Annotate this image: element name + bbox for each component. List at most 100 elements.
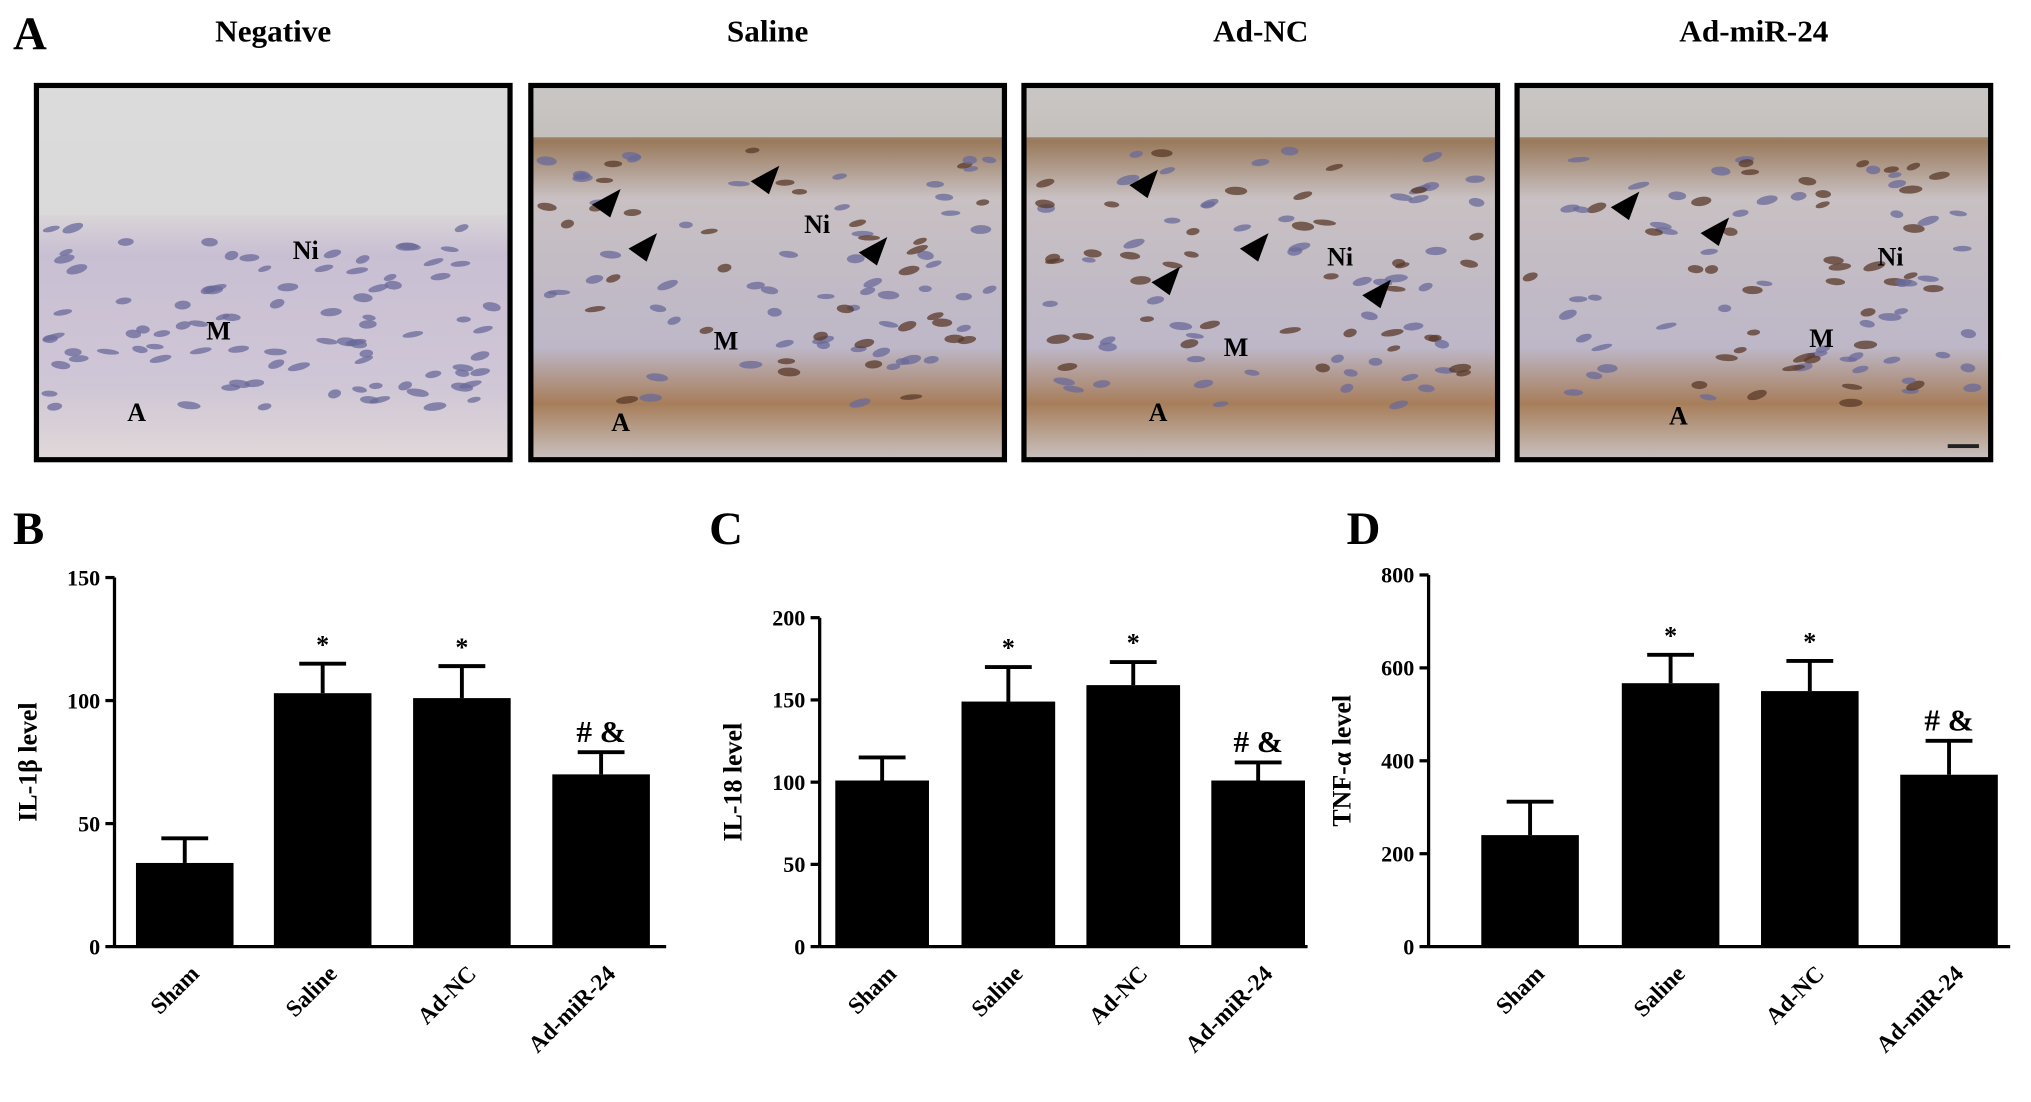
nucleus xyxy=(777,358,796,365)
layer-label: M xyxy=(1809,324,1834,353)
nucleus xyxy=(1575,333,1592,343)
panel-letter: D xyxy=(1347,503,1381,555)
nucleus xyxy=(369,382,383,390)
nucleus xyxy=(1718,304,1732,313)
arrowhead xyxy=(1129,169,1158,199)
nucleus xyxy=(863,278,883,288)
nucleus xyxy=(1184,251,1199,258)
nucleus xyxy=(1401,373,1419,382)
nucleus xyxy=(1418,282,1433,292)
nucleus xyxy=(604,160,623,168)
nucleus xyxy=(1036,178,1055,188)
nucleus xyxy=(1856,160,1870,168)
nucleus xyxy=(1381,328,1404,337)
nucleus xyxy=(926,181,944,188)
nucleus xyxy=(440,246,459,253)
nucleus xyxy=(1723,227,1738,236)
bar xyxy=(1621,683,1720,947)
tissue xyxy=(1023,85,1498,460)
x-tick-label: Ad-NC xyxy=(1084,961,1153,1030)
nucleus xyxy=(1917,275,1939,282)
nucleus xyxy=(927,312,944,321)
nucleus xyxy=(384,280,402,290)
nucleus xyxy=(1098,342,1117,352)
nucleus xyxy=(813,331,828,341)
nucleus xyxy=(287,362,311,372)
y-axis-label: TNF-α level xyxy=(1327,695,1356,827)
nucleus xyxy=(1522,272,1538,282)
image-frame xyxy=(1021,82,1501,463)
nucleus xyxy=(68,355,89,363)
nucleus xyxy=(1906,162,1921,171)
arrowhead xyxy=(858,236,888,266)
nucleus xyxy=(1559,309,1577,320)
nucleus xyxy=(1687,265,1704,274)
nucleus xyxy=(1705,265,1719,274)
nucleus xyxy=(955,292,972,301)
lumen xyxy=(1023,85,1498,138)
nucleus xyxy=(66,264,88,275)
nucleus xyxy=(1949,210,1968,217)
nucleus xyxy=(1732,209,1749,217)
x-tick-label: Ad-NC xyxy=(1761,961,1830,1030)
nucleus xyxy=(1715,354,1738,362)
nucleus xyxy=(383,273,397,282)
nucleus xyxy=(146,343,164,350)
y-tick-label: 0 xyxy=(89,934,100,959)
nucleus xyxy=(224,250,239,261)
nucleus xyxy=(320,308,342,317)
nucleus xyxy=(1567,156,1590,163)
nucleus xyxy=(153,330,171,337)
nucleus xyxy=(239,254,260,262)
nucleus xyxy=(268,359,285,369)
nucleus xyxy=(1928,171,1950,180)
nucleus xyxy=(1408,194,1429,204)
nucleus xyxy=(1418,384,1435,393)
nucleus xyxy=(314,264,334,273)
nucleus xyxy=(258,265,272,272)
nucleus xyxy=(858,235,880,241)
nucleus xyxy=(1162,261,1183,269)
nucleus xyxy=(639,393,663,402)
nucleus xyxy=(956,324,971,332)
nucleus xyxy=(935,193,954,201)
nucleus xyxy=(1425,246,1447,256)
nucleus xyxy=(177,401,201,410)
nucleus xyxy=(346,267,369,275)
nucleus xyxy=(359,320,377,329)
nucleus xyxy=(849,398,871,408)
nucleus xyxy=(1860,308,1876,317)
nucleus xyxy=(1848,352,1864,362)
arrowhead xyxy=(1239,233,1269,262)
nucleus xyxy=(42,225,60,233)
nucleus xyxy=(1053,377,1075,386)
bar xyxy=(552,774,650,947)
nucleus xyxy=(1104,201,1120,208)
x-tick-label: Saline xyxy=(281,961,343,1022)
nucleus xyxy=(944,334,965,344)
nucleus xyxy=(277,283,299,292)
nucleus xyxy=(1448,363,1472,373)
nucleus xyxy=(117,238,134,246)
nucleus xyxy=(323,249,342,259)
image-title: Saline xyxy=(727,14,809,49)
layer-label: A xyxy=(1669,402,1688,431)
significance-mark: * xyxy=(1127,629,1140,658)
nucleus xyxy=(599,250,622,259)
nucleus xyxy=(328,389,342,399)
arrowhead xyxy=(591,189,621,218)
nucleus xyxy=(1186,356,1206,363)
lumen xyxy=(530,85,1005,138)
nucleus xyxy=(1700,248,1718,255)
nucleus xyxy=(359,349,374,358)
nucleus xyxy=(646,373,669,382)
nucleus xyxy=(923,356,939,364)
layer-label: Ni xyxy=(293,236,319,265)
nucleus xyxy=(1434,339,1450,349)
nucleus xyxy=(454,224,469,233)
layer-label: M xyxy=(1224,333,1249,362)
nucleus xyxy=(1193,379,1214,389)
nucleus xyxy=(849,219,867,228)
x-tick-label: Sham xyxy=(1491,961,1550,1020)
